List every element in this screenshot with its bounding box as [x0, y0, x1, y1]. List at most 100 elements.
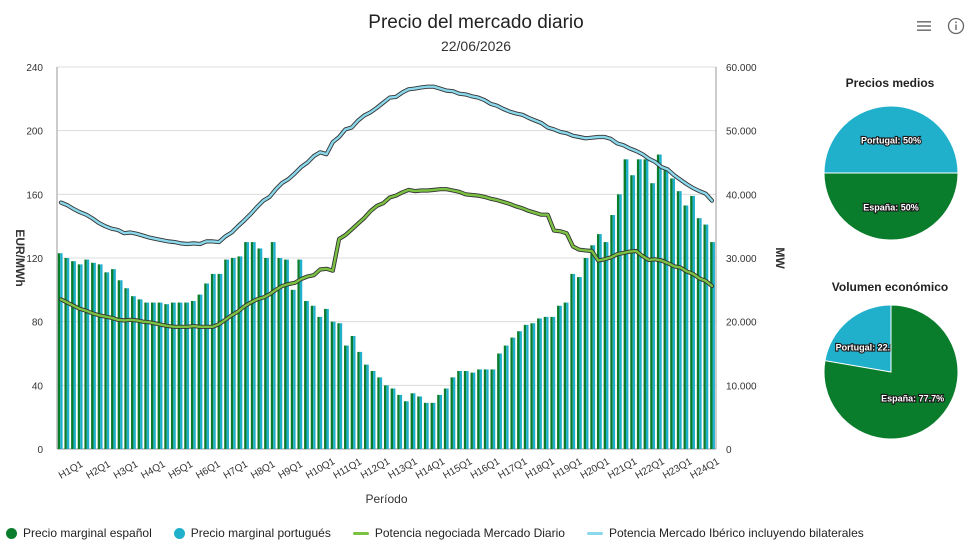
chart-legend: Precio marginal español Precio marginal … [6, 526, 864, 540]
bar-portugal [639, 159, 642, 450]
menu-icon[interactable] [914, 16, 934, 36]
bar-portugal [80, 264, 83, 449]
x-tick-label: H23Q1 [661, 456, 694, 482]
legend-marker-spain [6, 527, 17, 539]
bar-portugal [213, 273, 216, 449]
bar-portugal [233, 258, 236, 449]
bar-portugal [472, 372, 476, 449]
bar-spain [596, 234, 600, 449]
bar-spain [250, 242, 254, 449]
x-tick-label: H6Q1 [194, 459, 223, 482]
bar-portugal [426, 402, 429, 449]
bar-portugal [199, 294, 203, 449]
bar-spain [490, 369, 493, 449]
bar-spain [643, 159, 646, 450]
bar-portugal [366, 364, 369, 449]
bar-spain [377, 377, 380, 449]
info-icon[interactable] [946, 16, 966, 36]
bar-spain [364, 364, 367, 449]
bar-spain [344, 345, 347, 449]
x-tick-label: H18Q1 [524, 456, 557, 482]
bar-spain [636, 159, 640, 450]
legend-item-portugal[interactable]: Precio marginal portugués [173, 526, 331, 540]
x-axis-title: Período [365, 492, 407, 506]
bar-spain [177, 302, 181, 449]
bar-portugal [173, 302, 176, 449]
bar-portugal [619, 194, 622, 449]
bar-portugal [393, 388, 396, 449]
x-tick-label: H8Q1 [249, 459, 278, 482]
bar-spain [284, 259, 287, 449]
bar-spain [656, 154, 660, 449]
pie-slice [823, 105, 959, 174]
bar-portugal [246, 242, 249, 449]
bar-spain [423, 402, 427, 449]
bar-portugal [353, 335, 356, 449]
bar-spain [237, 256, 240, 449]
bar-portugal [186, 302, 190, 449]
legend-item-potencia-diario[interactable]: Potencia negociada Mercado Diario [352, 526, 565, 540]
bar-spain [357, 351, 360, 449]
bar-spain [257, 248, 260, 449]
bar-portugal [699, 218, 702, 449]
bar-portugal [100, 264, 103, 449]
bar-spain [670, 178, 673, 449]
bar-portugal [259, 248, 263, 449]
bar-portugal [160, 302, 163, 449]
bar-spain [64, 258, 67, 449]
bar-spain [204, 283, 207, 449]
bar-portugal [559, 305, 562, 449]
bar-spain [224, 259, 227, 449]
bar-spain [523, 324, 527, 449]
legend-marker-portugal [173, 527, 185, 539]
legend-item-potencia-iberico[interactable]: Potencia Mercado Ibérico incluyendo bila… [586, 526, 864, 540]
bar-spain [324, 308, 327, 449]
bar-spain [650, 183, 653, 450]
bar-spain [710, 242, 713, 449]
bar-spain [244, 242, 247, 449]
bar-spain [304, 300, 307, 449]
pie-volumen-economico: Portugal: 22.3% España: 77.7% [823, 304, 959, 440]
y2-axis-title: MW [773, 247, 787, 269]
bar-portugal [93, 262, 96, 449]
bar-portugal [606, 242, 609, 449]
bar-portugal [219, 273, 223, 449]
bar-portugal [133, 296, 136, 449]
bar-spain [104, 272, 107, 449]
pie-title-precios: Precios medios [845, 76, 935, 90]
bar-portugal [113, 269, 116, 449]
legend-label-spain: Precio marginal español [23, 526, 152, 540]
bar-portugal [705, 224, 709, 449]
bar-spain [84, 259, 87, 449]
bar-spain [563, 302, 567, 449]
bar-portugal [499, 353, 502, 449]
bar-portugal [120, 280, 123, 449]
x-tick-label: H10Q1 [304, 456, 337, 482]
bar-portugal [406, 401, 409, 449]
y2-tick-label: 30.000 [726, 254, 757, 265]
bar-spain [217, 273, 220, 449]
bar-portugal [672, 178, 675, 449]
bar-spain [696, 218, 700, 449]
bar-spain [150, 302, 154, 449]
bar-portugal [459, 371, 462, 449]
bar-portugal [253, 242, 256, 449]
bar-spain [543, 316, 547, 449]
bar-spain [703, 224, 706, 449]
bar-portugal [692, 195, 695, 449]
bar-spain [483, 369, 487, 449]
bar-spain [517, 331, 520, 449]
x-tick-label: H24Q1 [689, 456, 722, 482]
bar-portugal [532, 323, 536, 449]
legend-item-spain[interactable]: Precio marginal español [6, 526, 152, 540]
bar-spain [623, 159, 627, 450]
bar-spain [683, 205, 686, 449]
x-tick-label: H17Q1 [496, 456, 529, 482]
bar-portugal [712, 242, 715, 449]
x-tick-label: H16Q1 [469, 456, 502, 482]
bar-spain [610, 215, 613, 449]
bar-spain [111, 269, 114, 449]
y-tick-label: 80 [32, 318, 44, 329]
bar-portugal [126, 288, 130, 449]
bar-spain [370, 371, 374, 449]
